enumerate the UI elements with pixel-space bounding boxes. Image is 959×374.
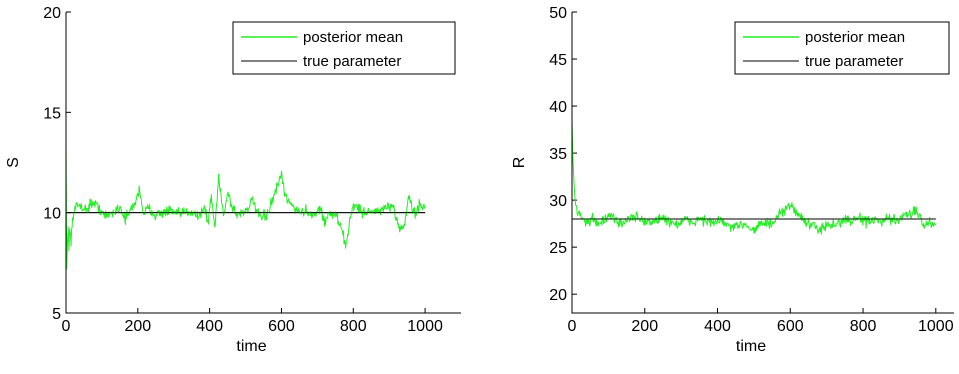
legend: posterior mean true parameter: [734, 21, 950, 75]
x-tick-label: 200: [631, 318, 658, 335]
x-tick-label: 600: [268, 318, 295, 335]
y-axis-ticks: 20 25 30 35 40 45 50: [549, 5, 577, 304]
y-tick-label: 20: [549, 287, 567, 304]
chart-s: 5 10 15 20 0 200 400 600 800 1000 time S posteri…: [5, 5, 461, 355]
x-axis-label: time: [236, 338, 266, 355]
x-tick-label: 800: [850, 318, 877, 335]
y-tick-label: 35: [549, 146, 567, 163]
series-posterior-mean: [65, 146, 426, 270]
series-group: [65, 146, 426, 270]
legend-label-true-parameter: true parameter: [303, 53, 401, 70]
y-tick-label: 25: [549, 240, 567, 257]
y-tick-label: 5: [52, 306, 61, 323]
legend-box: [232, 21, 456, 75]
x-tick-label: 0: [62, 318, 71, 335]
x-tick-label: 600: [777, 318, 804, 335]
y-axis-label: S: [5, 157, 22, 168]
x-tick-label: 1000: [918, 318, 954, 335]
y-tick-label: 15: [43, 105, 61, 122]
y-axis-label: R: [511, 157, 528, 169]
legend: posterior mean true parameter: [232, 21, 456, 75]
x-tick-label: 400: [196, 318, 223, 335]
plot-frame: [571, 12, 954, 314]
y-tick-label: 45: [549, 52, 567, 69]
legend-label-posterior-mean: posterior mean: [805, 29, 905, 46]
y-tick-label: 30: [549, 193, 567, 210]
y-tick-label: 50: [549, 5, 567, 22]
x-axis-label: time: [736, 338, 766, 355]
legend-label-posterior-mean: posterior mean: [303, 29, 403, 46]
y-tick-label: 20: [43, 5, 61, 22]
x-tick-label: 200: [124, 318, 151, 335]
x-axis-ticks: 0 200 400 600 800 1000: [62, 308, 443, 335]
y-tick-label: 10: [43, 206, 61, 223]
x-axis-ticks: 0 200 400 600 800 1000: [568, 308, 954, 335]
plot-frame: [65, 12, 461, 314]
legend-box: [734, 21, 950, 75]
y-tick-label: 40: [549, 99, 567, 116]
x-tick-label: 800: [340, 318, 367, 335]
legend-label-true-parameter: true parameter: [805, 53, 903, 70]
x-tick-label: 1000: [407, 318, 443, 335]
series-group: [571, 120, 937, 235]
x-tick-label: 400: [704, 318, 731, 335]
x-tick-label: 0: [568, 318, 577, 335]
